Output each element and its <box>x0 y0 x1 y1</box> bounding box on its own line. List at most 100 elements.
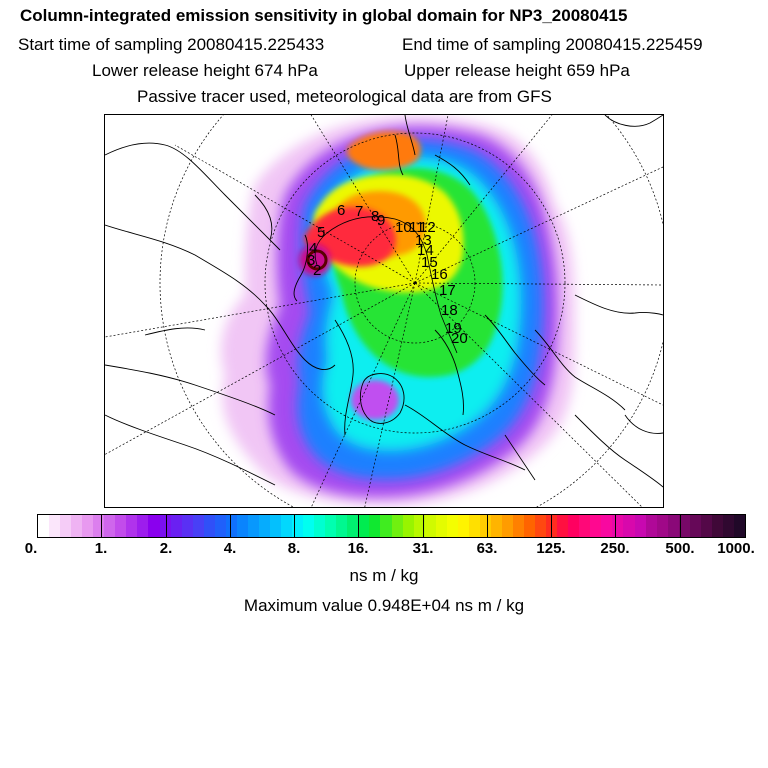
colorbar-tick-label: 250. <box>600 540 630 557</box>
colorbar-cell <box>501 515 514 537</box>
map-panel: 2 3 4 5 6 7 8 9 10 11 12 13 14 15 16 17 18 19 20 <box>104 114 664 508</box>
end-time-label: End time of sampling 20080415.225459 <box>402 35 703 54</box>
colorbar-tick-label: 125. <box>536 540 566 557</box>
colorbar-tick-label: 63. <box>476 540 498 557</box>
colorbar-cell <box>700 515 712 537</box>
trajectory-label: 8 <box>371 208 379 225</box>
colorbar-cell <box>60 515 72 537</box>
colorbar-cell <box>645 515 657 537</box>
maximum-value-label: Maximum value 0.948E+04 ns m / kg <box>243 596 525 615</box>
colorbar-cell <box>192 515 204 537</box>
trajectory-label: 6 <box>337 202 345 219</box>
colorbar-cell <box>347 515 359 537</box>
colorbar-cell <box>115 515 127 537</box>
colorbar-cell <box>568 515 580 537</box>
colorbar-cell <box>424 515 436 537</box>
colorbar-cell <box>137 515 149 537</box>
colorbar-cell <box>82 515 94 537</box>
colorbar-cell <box>303 515 315 537</box>
colorbar-cell <box>93 515 105 537</box>
lower-release-label: Lower release height 674 hPa <box>92 61 318 80</box>
start-time-label: Start time of sampling 20080415.225433 <box>18 35 325 54</box>
colorbar-tick-label: 8. <box>287 540 301 557</box>
colorbar-major-tick <box>615 514 616 538</box>
colorbar-major-tick <box>230 514 231 538</box>
trajectory-label: 20 <box>451 330 468 347</box>
release-point-marker <box>306 249 328 271</box>
colorbar-cell <box>513 515 525 537</box>
trajectory-label: 19 <box>445 320 462 337</box>
colorbar-cell <box>181 515 193 537</box>
colorbar-cell <box>380 515 392 537</box>
trajectory-label: 9 <box>377 212 385 229</box>
colorbar-tick-label: 2. <box>159 540 173 557</box>
colorbar-cell <box>49 515 61 537</box>
trajectory-label: 7 <box>355 203 363 220</box>
colorbar-cell <box>413 515 425 537</box>
colorbar-cell <box>325 515 337 537</box>
colorbar-units: ns m / kg <box>349 566 419 585</box>
colorbar-major-tick <box>423 514 424 538</box>
colorbar <box>37 514 746 538</box>
colorbar-major-tick <box>358 514 359 538</box>
colorbar-cell <box>369 515 381 537</box>
colorbar-cell <box>601 515 613 537</box>
colorbar-cell <box>667 515 679 537</box>
colorbar-cell <box>612 515 624 537</box>
colorbar-cell <box>446 515 458 537</box>
colorbar-major-tick <box>166 514 167 538</box>
trajectory-label: 3 <box>307 252 315 269</box>
trajectory-label: 12 <box>419 219 436 236</box>
colorbar-major-tick <box>487 514 488 538</box>
colorbar-cell <box>435 515 447 537</box>
colorbar-cell <box>281 515 293 537</box>
colorbar-cell <box>391 515 403 537</box>
colorbar-cell <box>722 515 734 537</box>
trajectory-label: 4 <box>309 240 317 257</box>
colorbar-tick-label: 4. <box>223 540 237 557</box>
colorbar-cell <box>236 515 248 537</box>
colorbar-cell <box>38 515 50 537</box>
colorbar-tick-label: 1000. <box>717 540 755 557</box>
colorbar-cell <box>203 515 215 537</box>
tracer-note: Passive tracer used, meteorological data… <box>137 87 552 106</box>
coastlines <box>105 115 663 488</box>
colorbar-cell <box>148 515 160 537</box>
colorbar-cell <box>490 515 502 537</box>
colorbar-cell <box>71 515 83 537</box>
colorbar-cell <box>678 515 690 537</box>
colorbar-cell <box>524 515 536 537</box>
colorbar-cell <box>214 515 226 537</box>
colorbar-cell <box>292 515 304 537</box>
trajectory-path <box>314 216 458 354</box>
colorbar-cell <box>225 515 237 537</box>
trajectory-label: 2 <box>313 262 321 279</box>
trajectory-label: 14 <box>417 242 434 259</box>
colorbar-tick-label: 31. <box>412 540 434 557</box>
colorbar-cell <box>336 515 348 537</box>
colorbar-cell <box>126 515 138 537</box>
colorbar-cell <box>170 515 182 537</box>
trajectory-label: 17 <box>439 282 456 299</box>
trajectory-label: 5 <box>317 224 325 241</box>
colorbar-cell <box>104 515 116 537</box>
colorbar-cell <box>247 515 259 537</box>
trajectory-label: 18 <box>441 302 458 319</box>
colorbar-major-tick <box>101 514 102 538</box>
colorbar-tick-label: 500. <box>665 540 695 557</box>
colorbar-cell <box>590 515 602 537</box>
colorbar-cell <box>159 515 171 537</box>
colorbar-tick-label: 1. <box>94 540 108 557</box>
colorbar-cell <box>258 515 270 537</box>
trajectory-label: 15 <box>421 254 438 271</box>
colorbar-cell <box>479 515 491 537</box>
colorbar-tick-label: 16. <box>347 540 369 557</box>
colorbar-cell <box>269 515 282 537</box>
trajectory-label: 16 <box>431 266 448 283</box>
colorbar-cell <box>402 515 414 537</box>
colorbar-cell <box>579 515 591 537</box>
colorbar-cell <box>557 515 569 537</box>
upper-release-label: Upper release height 659 hPa <box>404 61 630 80</box>
colorbar-cell <box>656 515 668 537</box>
colorbar-cell <box>358 515 370 537</box>
